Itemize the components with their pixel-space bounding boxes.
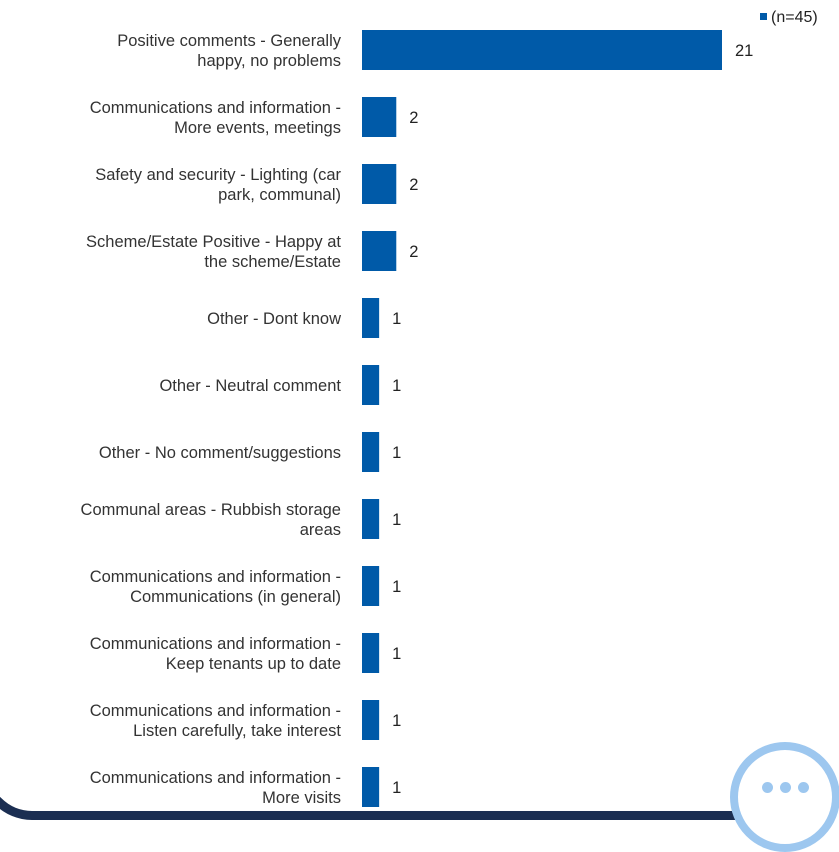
- bubble-dot: [780, 782, 791, 793]
- category-label-line: Communications and information -: [90, 702, 341, 720]
- chat-bubble-icon: [730, 742, 839, 852]
- bar: [362, 164, 397, 204]
- value-label: 1: [392, 578, 401, 596]
- legend: (n=45): [760, 9, 818, 26]
- category-label: Scheme/Estate Positive - Happy at the sch…: [86, 233, 341, 271]
- category-label-line: areas: [300, 521, 341, 539]
- category-label: Communications and information - More vis…: [90, 769, 341, 807]
- bar: [362, 633, 380, 673]
- bar: [362, 30, 722, 70]
- legend-label: (n=45): [771, 9, 818, 26]
- bar: [362, 767, 380, 807]
- bar: [362, 298, 380, 338]
- category-label: Communications and information - Communic…: [90, 568, 341, 606]
- bar: [362, 231, 397, 271]
- category-label: Communications and information - Keep ten…: [90, 635, 341, 673]
- value-label: 1: [392, 712, 401, 730]
- category-label: Other - No comment/suggestions: [99, 444, 341, 462]
- bars-group: [362, 30, 722, 807]
- category-label-line: Other - Neutral comment: [159, 377, 341, 395]
- category-label: Positive comments - Generally happy, no p…: [117, 32, 341, 70]
- bar-chart: (n=45) Positive comments - Generally happ…: [81, 9, 818, 807]
- category-label: Communications and information - More eve…: [90, 99, 341, 137]
- bar: [362, 566, 380, 606]
- category-label-line: Listen carefully, take interest: [133, 722, 341, 740]
- value-label: 1: [392, 377, 401, 395]
- category-label-line: More events, meetings: [174, 119, 341, 137]
- bar: [362, 97, 397, 137]
- category-label: Communications and information - Listen c…: [90, 702, 342, 740]
- bar: [362, 365, 380, 405]
- category-label-line: Safety and security - Lighting (car: [95, 166, 341, 184]
- bubble-dot: [798, 782, 809, 793]
- value-label: 1: [392, 511, 401, 529]
- value-label: 1: [392, 645, 401, 663]
- category-labels-group: Positive comments - Generally happy, no p…: [81, 32, 342, 807]
- category-label: Communal areas - Rubbish storage areas: [81, 501, 341, 539]
- bar: [362, 432, 380, 472]
- category-label: Safety and security - Lighting (car park,…: [95, 166, 341, 204]
- category-label-line: Scheme/Estate Positive - Happy at: [86, 233, 341, 251]
- category-label-line: More visits: [262, 789, 341, 807]
- value-label: 1: [392, 779, 401, 797]
- category-label-line: Communications and information -: [90, 635, 341, 653]
- value-label: 21: [735, 42, 753, 60]
- value-label: 1: [392, 310, 401, 328]
- bubble-dot: [762, 782, 773, 793]
- bar: [362, 700, 380, 740]
- bar: [362, 499, 380, 539]
- legend-swatch: [760, 13, 767, 20]
- category-label-line: Communications (in general): [130, 588, 341, 606]
- category-label-line: the scheme/Estate: [204, 253, 341, 271]
- value-label: 2: [409, 243, 418, 261]
- category-label-line: Communal areas - Rubbish storage: [81, 501, 341, 519]
- value-label: 2: [409, 176, 418, 194]
- category-label: Other - Neutral comment: [159, 377, 341, 395]
- category-label-line: Keep tenants up to date: [166, 655, 341, 673]
- category-label-line: Communications and information -: [90, 769, 341, 787]
- category-label-line: Other - No comment/suggestions: [99, 444, 341, 462]
- category-label: Other - Dont know: [207, 310, 341, 328]
- category-label-line: Communications and information -: [90, 99, 341, 117]
- category-label-line: Positive comments - Generally: [117, 32, 341, 50]
- value-label: 2: [409, 109, 418, 127]
- value-label: 1: [392, 444, 401, 462]
- category-label-line: Other - Dont know: [207, 310, 341, 328]
- category-label-line: happy, no problems: [197, 52, 341, 70]
- category-label-line: park, communal): [218, 186, 341, 204]
- category-label-line: Communications and information -: [90, 568, 341, 586]
